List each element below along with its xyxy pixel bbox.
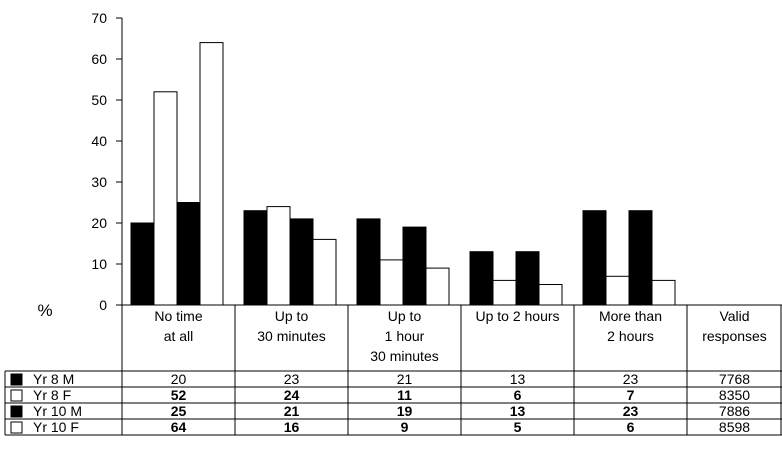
legend-label: Yr 8 F: [33, 387, 71, 403]
legend-swatch: [10, 405, 23, 418]
valid-responses-value: 8350: [719, 387, 750, 403]
y-tick-label: 50: [91, 92, 107, 108]
category-label: 30 minutes: [257, 328, 325, 344]
table-cell-value: 6: [514, 387, 522, 403]
bar: [312, 238, 337, 306]
table-cell-value: 7: [627, 387, 635, 403]
category-label: No time: [154, 308, 202, 324]
table-cell-value: 6: [627, 419, 635, 435]
y-tick-label: 0: [99, 297, 107, 313]
table-cell-value: 21: [284, 403, 300, 419]
legend-swatch: [10, 373, 23, 386]
table-cell-value: 20: [171, 371, 187, 387]
table-cell-value: 13: [510, 371, 526, 387]
table-cell-value: 52: [171, 387, 187, 403]
valid-responses-value: 8598: [719, 419, 750, 435]
bar: [266, 206, 291, 306]
table-cell-value: 21: [397, 371, 413, 387]
bar: [379, 259, 404, 306]
table-cell-value: 5: [514, 419, 522, 435]
table-cell-value: 64: [171, 419, 187, 435]
y-tick-label: 70: [91, 10, 107, 26]
category-label: Up to: [275, 308, 309, 324]
bar: [289, 218, 314, 306]
valid-responses-header: Valid: [719, 308, 749, 324]
bar: [199, 42, 224, 306]
category-label: Up to: [388, 308, 422, 324]
bar: [605, 275, 630, 306]
bar: [492, 279, 517, 306]
bar: [582, 210, 607, 306]
bar: [176, 202, 201, 306]
bar: [628, 210, 653, 306]
valid-responses-header: responses: [702, 328, 767, 344]
legend-label: Yr 8 M: [33, 371, 74, 387]
bar: [243, 210, 268, 306]
table-cell-value: 25: [171, 403, 187, 419]
y-tick-label: 10: [91, 256, 107, 272]
bar: [425, 267, 450, 306]
table-cell-value: 16: [284, 419, 300, 435]
table-cell-value: 13: [510, 403, 526, 419]
bar: [130, 222, 155, 306]
y-axis-label: %: [37, 301, 52, 320]
table-cell-value: 23: [623, 371, 639, 387]
bar: [356, 218, 381, 306]
valid-responses-value: 7886: [719, 403, 750, 419]
category-label: More than: [599, 308, 662, 324]
valid-responses-value: 7768: [719, 371, 750, 387]
table-cell-value: 19: [397, 403, 413, 419]
table-cell-value: 23: [623, 403, 639, 419]
bar: [515, 251, 540, 306]
y-tick-label: 60: [91, 51, 107, 67]
bar: [538, 284, 563, 306]
table-cell-value: 11: [397, 387, 412, 403]
category-label: 1 hour: [385, 328, 425, 344]
bar: [469, 251, 494, 306]
legend-label: Yr 10 M: [33, 403, 82, 419]
category-label: at all: [164, 328, 194, 344]
bar: [402, 226, 427, 306]
legend-swatch: [10, 421, 23, 434]
table-cell-value: 24: [284, 387, 300, 403]
table-cell-value: 23: [284, 371, 300, 387]
legend-swatch: [10, 389, 23, 402]
table-cell-value: 9: [401, 419, 409, 435]
category-label: Up to 2 hours: [475, 308, 559, 324]
category-label: 30 minutes: [370, 348, 438, 364]
y-tick-label: 30: [91, 174, 107, 190]
y-tick-label: 40: [91, 133, 107, 149]
bar: [153, 91, 178, 306]
y-tick-label: 20: [91, 215, 107, 231]
bar: [651, 279, 676, 306]
category-label: 2 hours: [607, 328, 654, 344]
legend-label: Yr 10 F: [33, 419, 79, 435]
